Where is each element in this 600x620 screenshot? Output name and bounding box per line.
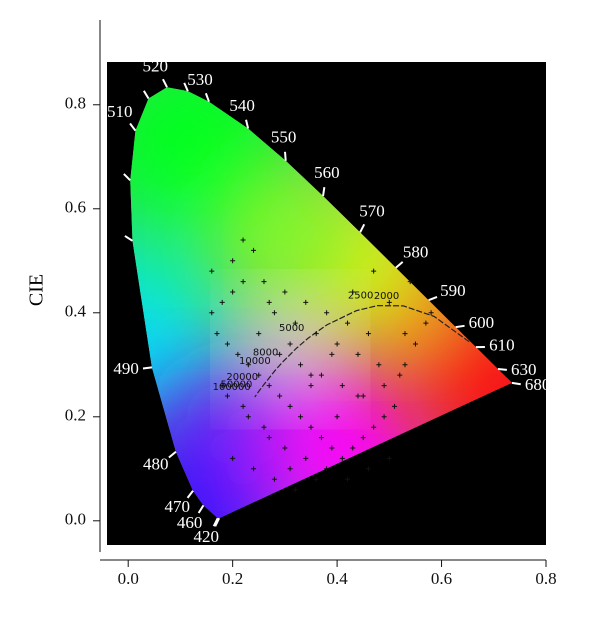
wavelength-label: 550 [271, 128, 297, 147]
x-tick-label: 0.6 [431, 569, 452, 588]
wavelength-label: 570 [359, 202, 385, 221]
temperature-label: 10000 [239, 356, 271, 367]
temperature-label: 100000 [213, 382, 251, 393]
x-tick-label: 0.0 [118, 569, 139, 588]
y-tick-label: 0.4 [65, 302, 87, 321]
locus-tick [498, 369, 507, 370]
wavelength-label: 480 [143, 455, 169, 474]
wavelength-label: 680 [525, 375, 551, 394]
wavelength-label: 520 [142, 56, 168, 75]
wavelength-label: 540 [229, 96, 255, 115]
x-tick-label: 0.4 [326, 569, 348, 588]
wavelength-label: 490 [113, 359, 139, 378]
wavelength-label: 610 [489, 336, 515, 355]
y-tick-label: 0.8 [65, 94, 86, 113]
locus-tick [456, 326, 465, 327]
y-tick-label: 0.6 [65, 198, 86, 217]
locus-tick [512, 383, 521, 384]
locus-tick [143, 367, 152, 368]
wavelength-label: 600 [469, 313, 495, 332]
y-axis-label: CIE [26, 274, 48, 306]
wavelength-label: 560 [314, 163, 340, 182]
x-tick-label: 0.2 [222, 569, 243, 588]
temperature-label: 2000 [374, 291, 399, 302]
y-tick-label: 0.0 [65, 510, 86, 529]
locus-tick [323, 187, 324, 196]
wavelength-label: 580 [403, 242, 429, 261]
temperature-label: 5000 [279, 323, 304, 334]
wavelength-label: 590 [440, 281, 466, 300]
wavelength-label: 530 [187, 70, 213, 89]
locus-tick [285, 152, 286, 161]
x-tick-label: 0.8 [535, 569, 556, 588]
wavelength-label: 470 [165, 497, 191, 516]
y-tick-label: 0.2 [65, 406, 86, 425]
wavelength-label: 510 [107, 102, 133, 121]
